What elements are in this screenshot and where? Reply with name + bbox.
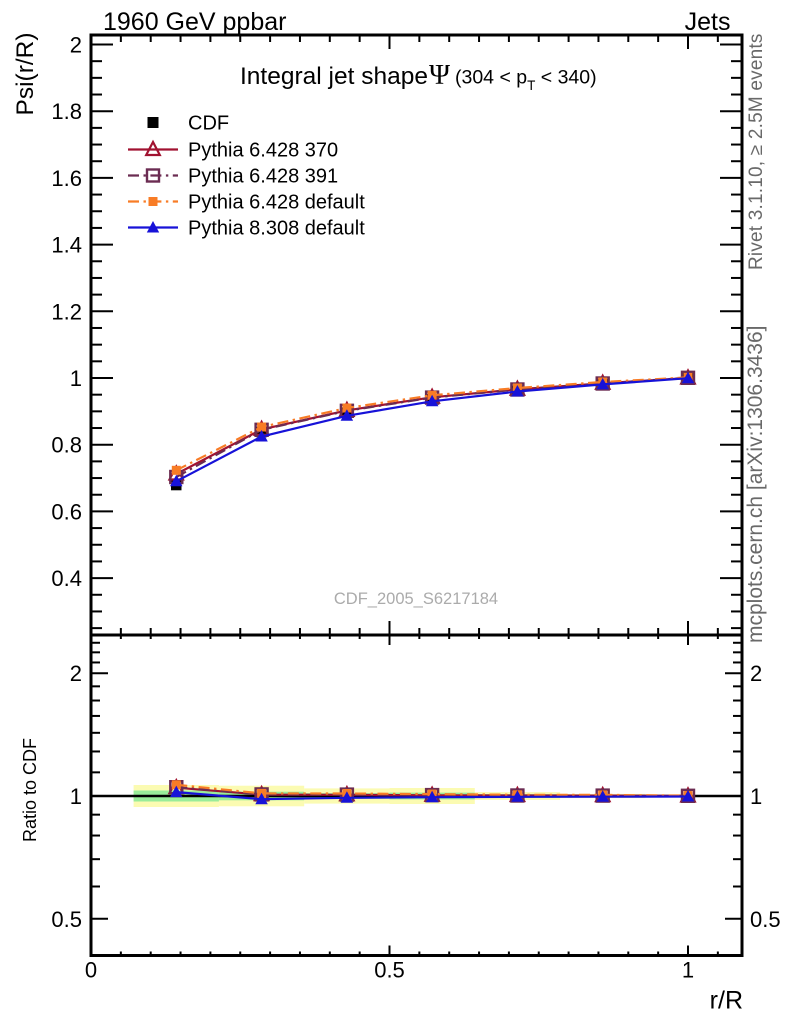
- svg-text:Jets: Jets: [685, 8, 731, 36]
- svg-text:CDF: CDF: [188, 113, 229, 135]
- svg-text:1: 1: [750, 784, 762, 809]
- svg-text:CDF_2005_S6217184: CDF_2005_S6217184: [334, 590, 498, 608]
- svg-text:Pythia 6.428 default: Pythia 6.428 default: [188, 192, 365, 214]
- svg-text:Pythia 8.308 default: Pythia 8.308 default: [188, 218, 365, 240]
- svg-text:0.5: 0.5: [374, 958, 405, 983]
- svg-text:Pythia 6.428 391: Pythia 6.428 391: [188, 166, 338, 188]
- svg-text:Rivet 3.1.10, ≥ 2.5M events: Rivet 3.1.10, ≥ 2.5M events: [746, 33, 767, 270]
- svg-text:Ratio to CDF: Ratio to CDF: [20, 738, 40, 842]
- svg-text:Ψ: Ψ: [429, 60, 450, 91]
- svg-text:1.8: 1.8: [51, 99, 82, 124]
- svg-text:1.2: 1.2: [51, 299, 82, 324]
- svg-text:1.4: 1.4: [51, 233, 82, 258]
- svg-text:2: 2: [750, 661, 762, 686]
- svg-text:2: 2: [70, 661, 82, 686]
- svg-text:0.4: 0.4: [51, 566, 82, 591]
- svg-text:0.5: 0.5: [750, 907, 781, 932]
- svg-text:Pythia 6.428 370: Pythia 6.428 370: [188, 140, 338, 162]
- svg-text:1: 1: [70, 366, 82, 391]
- svg-text:0: 0: [85, 958, 97, 983]
- svg-text:mcplots.cern.ch [arXiv:1306.34: mcplots.cern.ch [arXiv:1306.3436]: [744, 325, 767, 643]
- svg-text:0.8: 0.8: [51, 433, 82, 458]
- svg-text:2: 2: [70, 33, 82, 58]
- svg-text:0.5: 0.5: [51, 907, 82, 932]
- svg-text:r/R: r/R: [710, 987, 743, 1015]
- svg-text:Psi(r/R): Psi(r/R): [12, 32, 39, 115]
- svg-text:1: 1: [682, 958, 694, 983]
- svg-text:1.6: 1.6: [51, 166, 82, 191]
- svg-text:0.6: 0.6: [51, 499, 82, 524]
- svg-text:1960 GeV ppbar: 1960 GeV ppbar: [103, 8, 286, 36]
- svg-text:1: 1: [70, 784, 82, 809]
- svg-text:Integral jet shape: Integral jet shape: [240, 63, 428, 90]
